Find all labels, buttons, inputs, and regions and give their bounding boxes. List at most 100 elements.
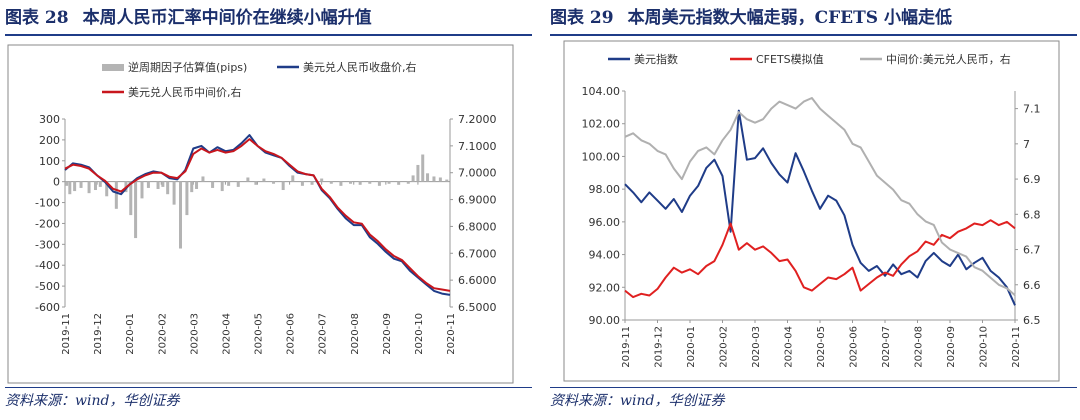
y-tick-label-left: 200 bbox=[39, 134, 60, 147]
y-tick-label-left: 90.00 bbox=[589, 314, 621, 327]
y-tick-label-left: -300 bbox=[35, 238, 60, 251]
series-line-2 bbox=[624, 97, 1016, 297]
bar-mark bbox=[262, 178, 266, 182]
figure-label: 图表 29 bbox=[550, 8, 614, 28]
x-tick-label: 2020-10 bbox=[979, 326, 990, 368]
bar-mark bbox=[291, 175, 295, 182]
y-tick-label-left: 94.00 bbox=[589, 249, 621, 262]
y-tick-label-right: 7.1000 bbox=[458, 140, 497, 153]
x-tick-label: 2020-08 bbox=[914, 326, 925, 368]
bar-mark bbox=[73, 181, 77, 192]
series-line-2 bbox=[64, 138, 451, 292]
bar-mark bbox=[185, 181, 189, 216]
source-rule bbox=[5, 387, 532, 388]
bar-mark bbox=[146, 181, 150, 188]
y-tick-label-right: 7 bbox=[1023, 138, 1030, 151]
bar-mark bbox=[310, 181, 314, 185]
x-tick-label: 2020-11 bbox=[1011, 326, 1022, 368]
plot-frame bbox=[563, 40, 1060, 382]
y-tick-label-left: 0 bbox=[53, 176, 60, 189]
y-tick-label-right: 6.7000 bbox=[458, 247, 497, 260]
y-tick-label-right: 6.9 bbox=[1023, 173, 1041, 186]
chart-panel-right: 图表 29 本周美元指数大幅走弱，CFETS 小幅走低 104.00 102.00 1… bbox=[550, 0, 1077, 420]
y-tick-label-right: 7.2000 bbox=[458, 113, 497, 126]
y-tick-label-left: 104.00 bbox=[582, 85, 621, 98]
bar-mark bbox=[246, 177, 250, 182]
bar-mark bbox=[68, 181, 72, 195]
source-note: 资料来源：wind，华创证券 bbox=[5, 393, 180, 409]
bar-mark bbox=[190, 181, 194, 193]
x-tick-label: 2020-01 bbox=[125, 313, 136, 355]
x-tick-label: 2020-01 bbox=[686, 326, 697, 368]
bar-mark bbox=[98, 181, 102, 187]
bar-mark bbox=[281, 181, 285, 191]
bar-mark bbox=[179, 181, 182, 249]
y-tick-label-left: 100 bbox=[39, 155, 60, 168]
bar-mark bbox=[254, 181, 258, 185]
x-tick-label: 2019-12 bbox=[93, 313, 104, 355]
chart-left: 300 200 100 0 -100 -200 -300 -400 -500 -600 7.2000… bbox=[7, 44, 514, 384]
x-tick-label: 2020-09 bbox=[946, 326, 957, 368]
legend-label: 逆周期因子估算值(pips) bbox=[128, 60, 247, 74]
bar-mark bbox=[272, 181, 276, 184]
bar-mark bbox=[445, 179, 449, 182]
source-note: 资料来源：wind，华创证券 bbox=[550, 393, 725, 409]
bar-mark bbox=[421, 154, 425, 182]
bar-mark bbox=[358, 181, 362, 185]
bar-mark bbox=[329, 181, 333, 184]
bar-mark bbox=[411, 175, 415, 182]
series-line-1 bbox=[624, 219, 1016, 299]
plot-frame bbox=[7, 44, 514, 384]
bar-mark bbox=[134, 181, 138, 239]
bar-mark bbox=[349, 181, 353, 184]
bar-mark bbox=[387, 181, 391, 184]
x-tick-label: 2019-11 bbox=[61, 313, 72, 355]
y-tick-label-right: 6.8 bbox=[1023, 208, 1041, 221]
bar-mark bbox=[195, 181, 199, 189]
source-rule bbox=[550, 387, 1077, 388]
bar-mark bbox=[114, 181, 118, 209]
y-tick-label-left: 96.00 bbox=[589, 216, 621, 229]
y-tick-label-left: -400 bbox=[35, 259, 60, 272]
y-tick-label-right: 7.1 bbox=[1023, 103, 1041, 116]
x-tick-label: 2020-05 bbox=[254, 313, 265, 355]
bar-mark bbox=[161, 181, 165, 187]
bar-mark bbox=[432, 176, 436, 182]
bar-mark bbox=[339, 181, 343, 186]
bar-mark bbox=[227, 181, 231, 186]
bar-mark bbox=[87, 181, 91, 194]
bar-mark bbox=[79, 181, 83, 188]
x-tick-label: 2020-04 bbox=[221, 313, 232, 355]
legend-label: 美元指数 bbox=[634, 52, 678, 66]
y-tick-label-left: -200 bbox=[35, 217, 60, 230]
figure-title: 图表 28 本周人民币汇率中间价在继续小幅升值 bbox=[5, 4, 532, 32]
bar-mark bbox=[406, 181, 410, 184]
y-tick-label-right: 6.7 bbox=[1023, 244, 1041, 257]
bar-mark bbox=[220, 181, 224, 192]
x-tick-label: 2020-04 bbox=[784, 326, 795, 368]
y-tick-label-right: 6.5 bbox=[1023, 314, 1041, 327]
bar-mark bbox=[93, 181, 97, 191]
y-tick-label-right: 6.6 bbox=[1023, 279, 1041, 292]
figure-title-text: 本周美元指数大幅走弱，CFETS 小幅走低 bbox=[627, 8, 952, 28]
x-tick-label: 2020-05 bbox=[816, 326, 827, 368]
x-tick-label: 2020-07 bbox=[318, 313, 329, 355]
title-rule bbox=[5, 34, 532, 36]
bar-mark bbox=[397, 181, 401, 185]
bar-mark bbox=[368, 181, 372, 184]
title-rule bbox=[550, 34, 1077, 36]
legend-label: CFETS模拟值 bbox=[756, 52, 824, 66]
bar-mark bbox=[201, 176, 205, 182]
x-tick-label: 2020-09 bbox=[382, 313, 393, 355]
chart-panel-left: 图表 28 本周人民币汇率中间价在继续小幅升值 300 200 100 0 -100 -20… bbox=[5, 0, 532, 420]
y-tick-label-left: 100.00 bbox=[582, 150, 621, 163]
x-tick-label: 2019-12 bbox=[654, 326, 665, 368]
bar-mark bbox=[65, 181, 69, 186]
legend-label: 美元兑人民币收盘价,右 bbox=[303, 60, 417, 74]
legend-label: 美元兑人民币中间价,右 bbox=[128, 85, 242, 99]
y-tick-label-left: -500 bbox=[35, 280, 60, 293]
x-tick-label: 2020-03 bbox=[751, 326, 762, 368]
bar-mark bbox=[156, 181, 160, 189]
legend-swatch bbox=[102, 64, 124, 71]
y-tick-label-left: 300 bbox=[39, 113, 60, 126]
